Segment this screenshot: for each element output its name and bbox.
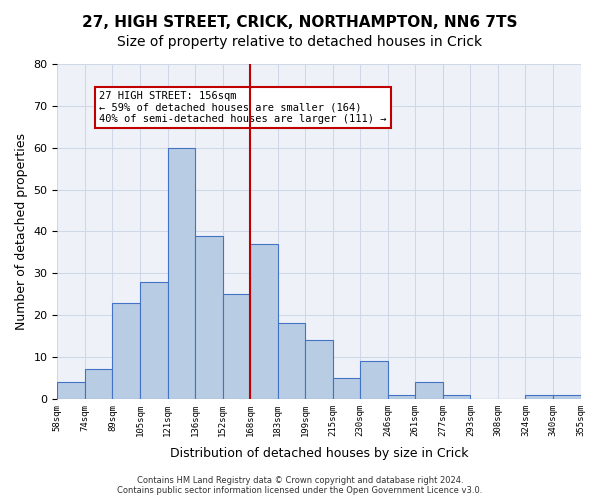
Bar: [278, 324, 305, 399]
Bar: [305, 340, 333, 399]
Bar: [388, 394, 415, 399]
Bar: [360, 361, 388, 399]
Bar: [223, 294, 250, 399]
X-axis label: Distribution of detached houses by size in Crick: Distribution of detached houses by size …: [170, 447, 468, 460]
Bar: [195, 236, 223, 399]
Text: Size of property relative to detached houses in Crick: Size of property relative to detached ho…: [118, 35, 482, 49]
Bar: [553, 394, 581, 399]
Bar: [415, 382, 443, 399]
Bar: [250, 244, 278, 399]
Bar: [526, 394, 553, 399]
Y-axis label: Number of detached properties: Number of detached properties: [15, 133, 28, 330]
Bar: [85, 370, 112, 399]
Bar: [167, 148, 195, 399]
Text: Contains HM Land Registry data © Crown copyright and database right 2024.
Contai: Contains HM Land Registry data © Crown c…: [118, 476, 482, 495]
Bar: [58, 382, 85, 399]
Text: 27 HIGH STREET: 156sqm
← 59% of detached houses are smaller (164)
40% of semi-de: 27 HIGH STREET: 156sqm ← 59% of detached…: [99, 91, 387, 124]
Bar: [443, 394, 470, 399]
Bar: [140, 282, 167, 399]
Bar: [333, 378, 360, 399]
Bar: [112, 302, 140, 399]
Text: 27, HIGH STREET, CRICK, NORTHAMPTON, NN6 7TS: 27, HIGH STREET, CRICK, NORTHAMPTON, NN6…: [82, 15, 518, 30]
